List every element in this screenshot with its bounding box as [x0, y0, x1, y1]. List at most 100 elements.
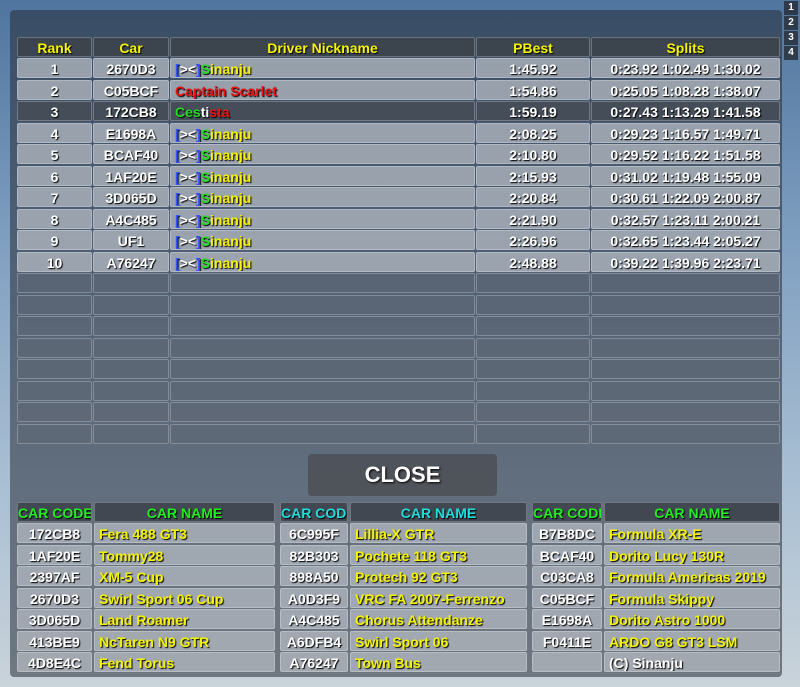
nickname-part: S — [200, 211, 211, 228]
driver-nickname: Cestista — [170, 101, 475, 121]
tab[interactable]: 2 — [784, 16, 798, 30]
pbest-cell: 1:59.19 — [476, 101, 590, 121]
car-name: XM-5 Cup — [94, 566, 275, 586]
tab[interactable]: 3 — [784, 31, 798, 45]
splits-cell: 0:30.61 1:22.09 2:00.87 — [591, 187, 780, 207]
car-code: 2670D3 — [17, 587, 92, 608]
nickname-part: >< — [179, 147, 197, 163]
empty-cell — [17, 316, 92, 336]
car-code: E1698A — [532, 609, 602, 629]
car-code: A0D3F9 — [280, 587, 348, 608]
splits-cell: 0:31.02 1:19.48 1:55.09 — [591, 165, 780, 186]
nickname-part: inanju — [210, 168, 252, 185]
empty-cell — [591, 273, 780, 293]
car-code: A4C485 — [280, 609, 348, 629]
driver-nickname: [><]Sinanju — [170, 208, 475, 229]
nickname-part: >< — [179, 254, 197, 271]
nickname-part: [ — [175, 125, 180, 142]
car-name: (C) Sinanju — [604, 652, 780, 672]
empty-cell — [476, 337, 590, 358]
close-button[interactable]: CLOSE — [308, 454, 497, 496]
empty-cell — [93, 423, 169, 444]
car-code: 6C995F — [280, 523, 348, 543]
empty-cell — [93, 402, 169, 422]
nickname-part: [ — [175, 147, 180, 163]
splits-cell: 0:32.65 1:23.44 2:05.27 — [591, 230, 780, 250]
nickname-part: S — [200, 147, 211, 163]
column-header: PBest — [476, 37, 590, 57]
nickname-part: S — [200, 168, 211, 185]
car-cell: C05BCF — [93, 79, 169, 100]
car-name: Tommy28 — [94, 544, 275, 565]
car-code: 82B303 — [280, 544, 348, 565]
driver-nickname: Captain Scarlet — [170, 79, 475, 100]
empty-cell — [17, 359, 92, 379]
nickname-part: >< — [179, 168, 197, 185]
nickname-part: inanju — [210, 61, 252, 77]
rank-cell: 4 — [17, 122, 92, 143]
car-cell: A76247 — [93, 251, 169, 272]
car-name: Formula Americas 2019 — [604, 566, 780, 586]
nickname-part: inanju — [210, 233, 252, 249]
tab[interactable]: 1 — [784, 1, 798, 15]
nickname-part: ] — [196, 190, 201, 206]
nickname-part: inanju — [210, 125, 252, 142]
empty-cell — [17, 380, 92, 401]
splits-cell: 0:32.57 1:23.11 2:00.21 — [591, 208, 780, 229]
driver-nickname: [><]Sinanju — [170, 144, 475, 164]
nickname-part: >< — [179, 211, 197, 228]
empty-cell — [591, 380, 780, 401]
car-cell: 1AF20E — [93, 165, 169, 186]
empty-cell — [170, 359, 475, 379]
car-code: 172CB8 — [17, 523, 92, 543]
tab[interactable]: 4 — [784, 46, 798, 60]
car-code — [532, 652, 602, 672]
driver-nickname: [><]Sinanju — [170, 251, 475, 272]
nickname-part: >< — [179, 233, 197, 249]
car-list-header: CAR CODE — [280, 502, 348, 522]
rank-cell: 7 — [17, 187, 92, 207]
nickname-part: ] — [196, 168, 201, 185]
car-list-header: CAR NAME — [350, 502, 527, 522]
pbest-cell: 2:21.90 — [476, 208, 590, 229]
car-cell: 3D065D — [93, 187, 169, 207]
car-name: Fera 488 GT3 — [94, 523, 275, 543]
car-name: Town Bus — [350, 652, 527, 672]
empty-cell — [93, 294, 169, 315]
splits-cell: 0:23.92 1:02.49 1:30.02 — [591, 58, 780, 78]
nickname-part: ] — [196, 125, 201, 142]
splits-cell: 0:29.52 1:16.22 1:51.58 — [591, 144, 780, 164]
nickname-part: Captain Scarlet — [175, 82, 277, 99]
rank-cell: 1 — [17, 58, 92, 78]
rank-cell: 3 — [17, 101, 92, 121]
column-header: Rank — [17, 37, 92, 57]
empty-cell — [17, 423, 92, 444]
empty-cell — [93, 359, 169, 379]
empty-cell — [170, 273, 475, 293]
pbest-cell: 2:15.93 — [476, 165, 590, 186]
empty-cell — [591, 337, 780, 358]
nickname-part: S — [200, 190, 211, 206]
nickname-part: ] — [196, 147, 201, 163]
nickname-part: ] — [196, 233, 201, 249]
nickname-part: Ces — [175, 104, 201, 120]
nickname-part: >< — [179, 125, 197, 142]
car-name: Swirl Sport 06 — [350, 630, 527, 651]
nickname-part: S — [200, 125, 211, 142]
rank-cell: 5 — [17, 144, 92, 164]
pbest-cell: 1:54.86 — [476, 79, 590, 100]
empty-cell — [17, 402, 92, 422]
car-name: Pochete 118 GT3 — [350, 544, 527, 565]
pbest-cell: 2:08.25 — [476, 122, 590, 143]
car-name: Lillia-X GTR — [350, 523, 527, 543]
empty-cell — [591, 316, 780, 336]
empty-cell — [591, 402, 780, 422]
empty-cell — [476, 294, 590, 315]
nickname-part: ] — [196, 211, 201, 228]
car-code: C03CA8 — [532, 566, 602, 586]
car-code: 1AF20E — [17, 544, 92, 565]
pbest-cell: 2:26.96 — [476, 230, 590, 250]
car-code: A6DFB4 — [280, 630, 348, 651]
empty-cell — [170, 316, 475, 336]
